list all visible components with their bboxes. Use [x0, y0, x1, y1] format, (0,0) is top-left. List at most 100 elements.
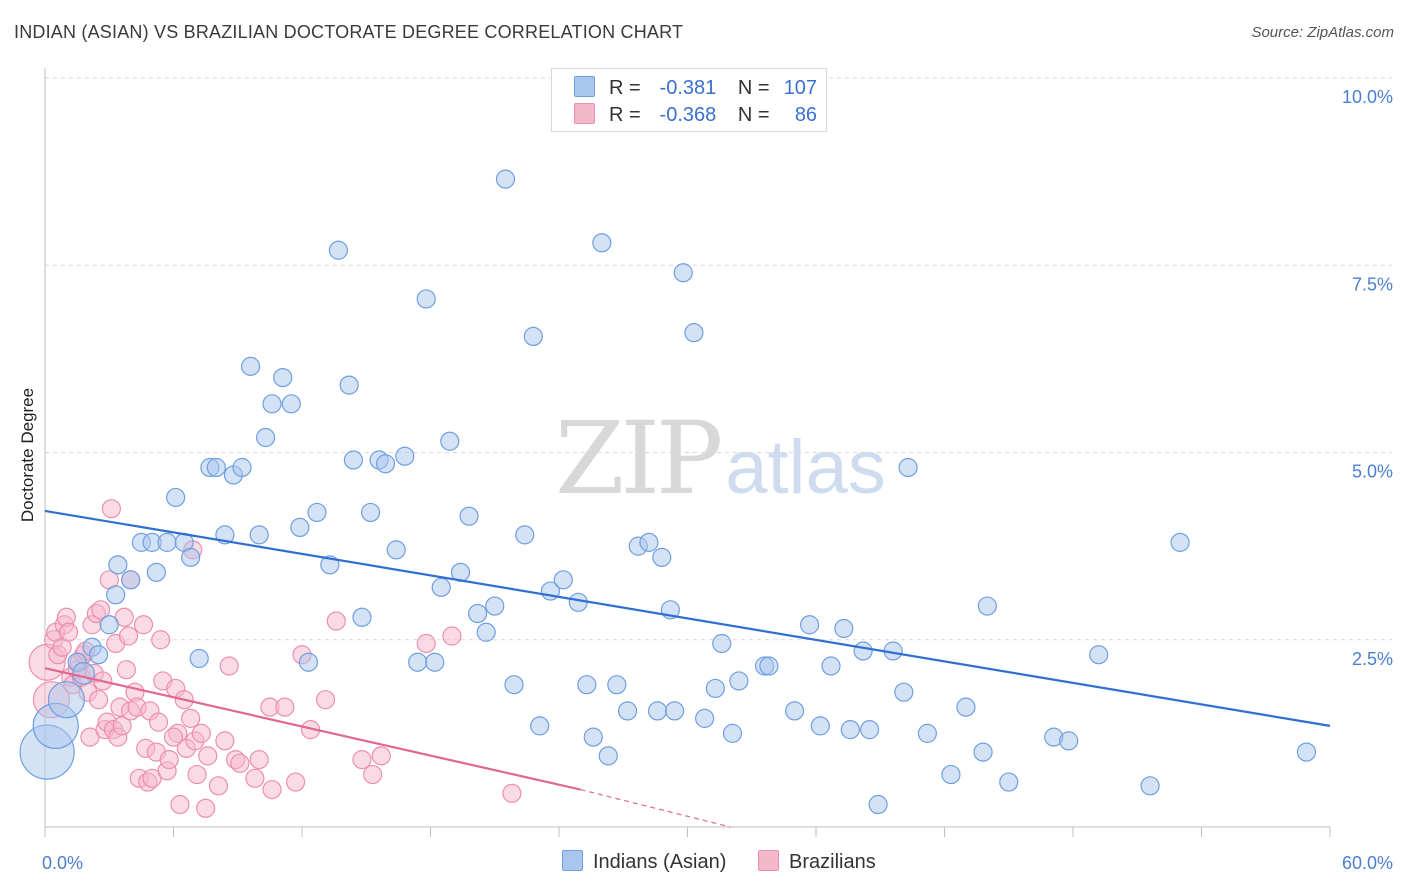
- brazilians-point: [285, 772, 306, 792]
- indians-asian-point: [395, 446, 415, 466]
- legend-swatch-blue: [574, 76, 595, 97]
- indians-asian-point: [652, 547, 672, 567]
- legend-r-value: -0.368: [659, 104, 717, 126]
- indians-asian-point: [157, 532, 177, 552]
- indians-asian-point: [459, 506, 479, 526]
- indians-asian-point: [206, 457, 226, 478]
- indians-asian-point: [592, 233, 612, 253]
- brazilians-point: [245, 768, 265, 788]
- watermark-atlas: atlas: [725, 425, 886, 510]
- indians-asian-point: [281, 394, 301, 414]
- brazilians-point: [196, 798, 216, 818]
- legend-swatch-blue: [562, 850, 583, 871]
- indians-asian-point: [1089, 645, 1109, 665]
- indians-asian-trend-line: [44, 509, 1331, 727]
- indians-asian-point: [973, 742, 993, 762]
- indians-asian-point: [759, 656, 779, 676]
- brazilians-point: [363, 764, 383, 785]
- brazilians-point: [151, 630, 171, 650]
- legend-brazilians: Brazilians: [758, 850, 876, 874]
- brazilians-point: [91, 600, 111, 620]
- indians-asian-point: [121, 570, 141, 590]
- indians-asian-point: [189, 648, 209, 669]
- legend-row-indians: R = -0.381 N = 107: [574, 76, 817, 100]
- x-tick-label-max: 60.0%: [1342, 853, 1393, 873]
- indians-asian-point: [722, 723, 743, 743]
- indians-asian-point: [273, 368, 293, 388]
- indians-asian-point: [1140, 776, 1160, 796]
- indians-asian-point: [47, 681, 86, 719]
- indians-asian-point: [328, 240, 349, 260]
- indians-asian-point: [386, 540, 406, 560]
- indians-asian-point: [485, 596, 505, 616]
- indians-asian-point: [898, 457, 918, 478]
- indians-asian-point: [468, 603, 488, 624]
- indians-asian-point: [504, 675, 524, 695]
- brazilians-point: [163, 727, 184, 747]
- indians-asian-point: [339, 375, 359, 395]
- indians-asian-point: [1059, 731, 1079, 751]
- brazilians-point: [58, 622, 79, 642]
- brazilians-point: [116, 660, 136, 680]
- indians-asian-point: [917, 723, 937, 743]
- indians-asian-point: [999, 772, 1019, 792]
- brazilians-point: [159, 749, 179, 770]
- indians-asian-point: [88, 645, 109, 665]
- legend-swatch-pink: [758, 850, 779, 871]
- brazilians-point: [181, 708, 201, 728]
- indians-asian-point: [262, 394, 282, 414]
- indians-asian-point: [868, 794, 888, 815]
- indians-asian-point: [515, 525, 535, 545]
- x-tick-label-min: 0.0%: [42, 853, 83, 873]
- indians-asian-point: [108, 555, 128, 575]
- indians-asian-point: [298, 652, 319, 672]
- y-tick-label: 7.5%: [1352, 274, 1393, 294]
- y-tick-label: 2.5%: [1352, 649, 1393, 669]
- legend-n-value: 107: [783, 77, 818, 99]
- brazilians-point: [249, 749, 269, 770]
- source-credit: Source: ZipAtlas.com: [1251, 24, 1394, 41]
- indians-asian-point: [977, 596, 997, 616]
- legend-n-label: N =: [737, 77, 770, 99]
- brazilians-point: [88, 690, 109, 710]
- brazilians-point: [371, 746, 391, 766]
- brazilians-point: [442, 626, 462, 646]
- brazilians-point: [352, 749, 372, 770]
- brazilians-point: [326, 611, 346, 631]
- indians-asian-point: [495, 169, 516, 189]
- indians-asian-point: [729, 671, 749, 691]
- brazilians-trend-extension: [580, 788, 731, 828]
- indians-asian-point: [583, 727, 603, 747]
- indians-asian-point: [166, 487, 186, 508]
- indians-asian-point: [673, 263, 693, 283]
- indians-asian-point: [106, 585, 126, 605]
- watermark: ZIPatlas: [555, 400, 886, 517]
- brazilians-point: [262, 779, 282, 800]
- brazilians-point: [416, 633, 436, 654]
- brazilians-point: [208, 776, 229, 796]
- indians-asian-point: [72, 662, 95, 685]
- trend-lines: [44, 509, 1331, 828]
- watermark-zip: ZIP: [555, 400, 723, 517]
- indians-asian-point: [821, 656, 841, 676]
- indians-asian-point: [840, 720, 860, 740]
- indians-asian-point: [834, 618, 854, 639]
- indians-asian-point: [307, 502, 327, 523]
- indians-asian-point: [894, 682, 914, 702]
- brazilians-point: [230, 753, 250, 773]
- legend-n-value: 86: [794, 104, 818, 126]
- indians-asian-point: [99, 615, 119, 635]
- y-axis-label: Doctorate Degree: [18, 388, 37, 522]
- indians-asian-point: [352, 607, 372, 627]
- legend-label-indians-asian: Indians (Asian): [593, 851, 727, 873]
- indians-asian-point: [639, 532, 659, 552]
- indians-asian-point: [375, 454, 396, 474]
- brazilians-point: [112, 716, 132, 736]
- y-tick-label: 5.0%: [1352, 462, 1393, 482]
- brazilians-point: [315, 690, 336, 710]
- indians-asian-point: [530, 716, 550, 736]
- indians-asian-point: [810, 716, 830, 736]
- legend-row-brazilians: R = -0.368 N = 86: [574, 103, 817, 127]
- tick-labels: 2.5% 5.0% 7.5% 10.0% 0.0% 60.0%: [42, 87, 1393, 873]
